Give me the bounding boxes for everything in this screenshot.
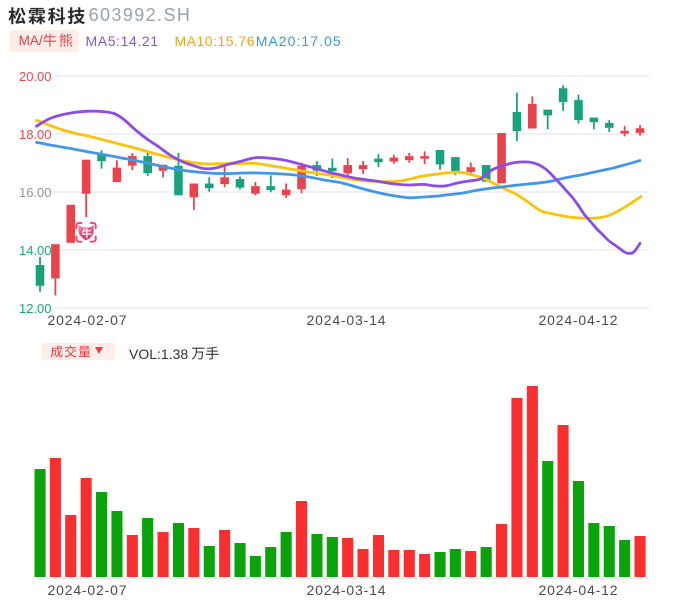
svg-text:2024-04-12: 2024-04-12 (539, 312, 618, 328)
svg-text:2024-03-14: 2024-03-14 (307, 312, 386, 328)
svg-text:20.00: 20.00 (19, 69, 52, 84)
svg-text:2024-02-07: 2024-02-07 (48, 582, 127, 598)
svg-text:14.00: 14.00 (19, 243, 52, 258)
svg-text:2024-04-12: 2024-04-12 (539, 582, 618, 598)
svg-text:18.00: 18.00 (19, 127, 52, 142)
svg-text:2024-02-07: 2024-02-07 (48, 312, 127, 328)
svg-text:16.00: 16.00 (19, 185, 52, 200)
svg-text:MA/: MA/ (19, 33, 43, 48)
svg-text:12.00: 12.00 (19, 301, 52, 316)
svg-text:2024-03-14: 2024-03-14 (307, 582, 386, 598)
